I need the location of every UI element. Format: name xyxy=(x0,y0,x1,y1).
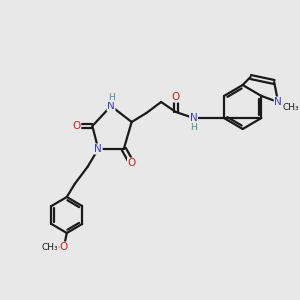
Text: CH₃: CH₃ xyxy=(42,244,58,253)
Text: O: O xyxy=(73,121,81,131)
Text: O: O xyxy=(172,92,180,102)
Text: CH₃: CH₃ xyxy=(283,103,299,112)
Text: N: N xyxy=(274,97,282,107)
Text: N: N xyxy=(94,144,102,154)
Text: O: O xyxy=(128,158,136,168)
Text: N: N xyxy=(107,101,115,111)
Text: N: N xyxy=(190,113,197,123)
Text: O: O xyxy=(60,242,68,252)
Text: H: H xyxy=(108,92,114,101)
Text: H: H xyxy=(190,122,197,131)
